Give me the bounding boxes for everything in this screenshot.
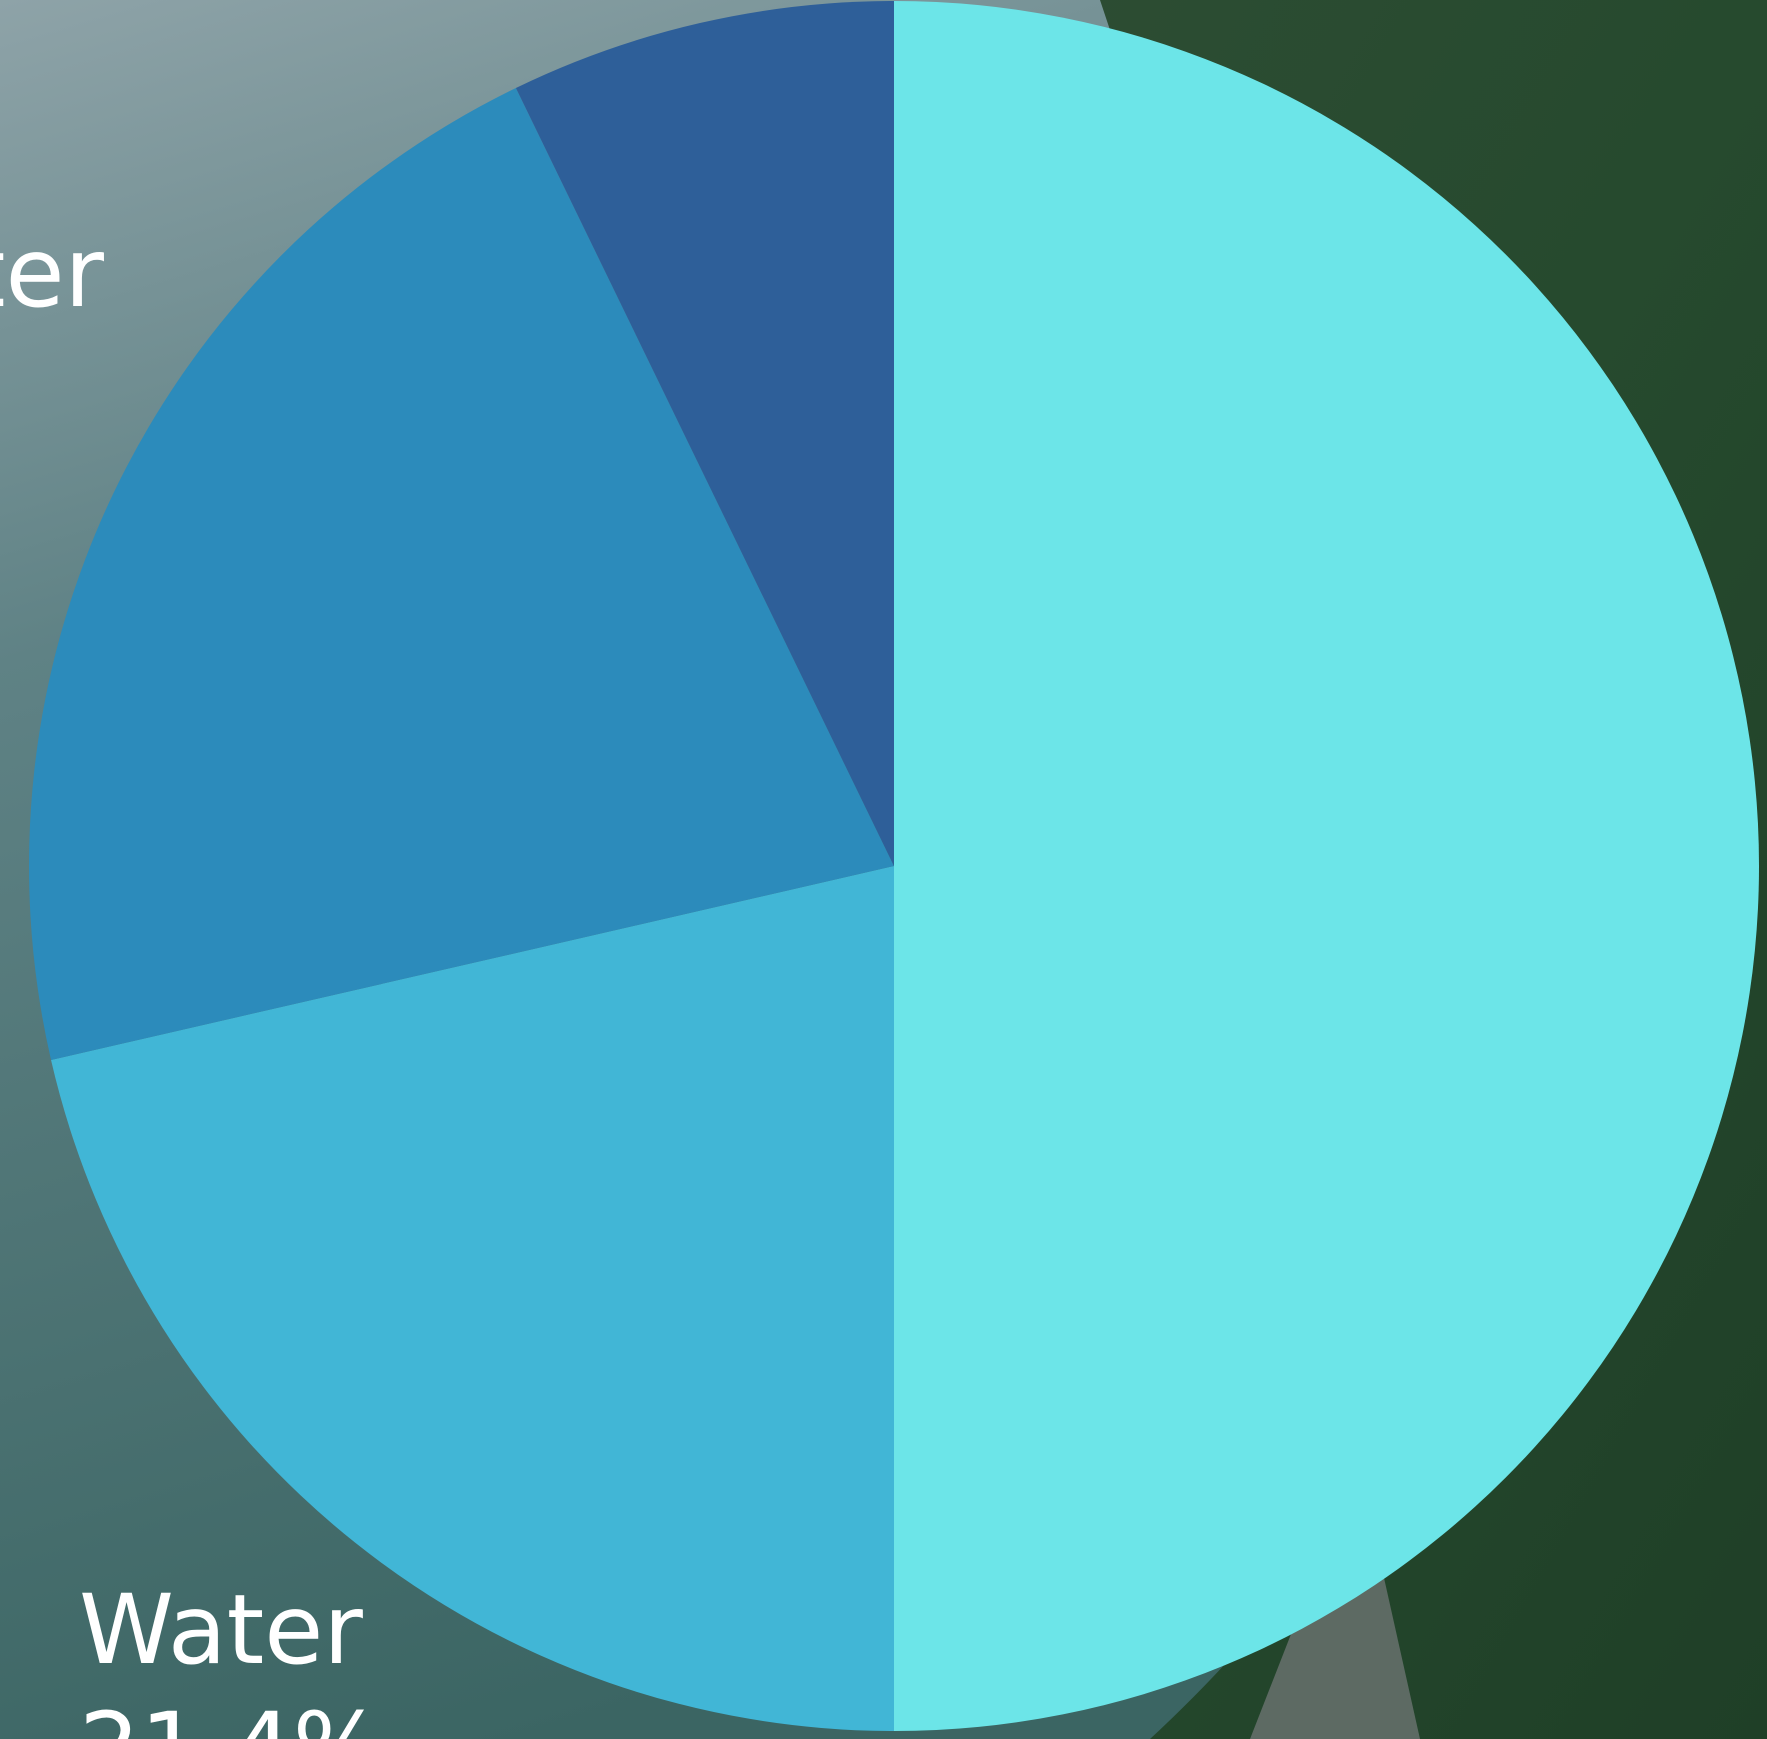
pie — [28, 1, 1759, 1731]
slice-label: ter — [0, 217, 105, 329]
pie-slice — [515, 1, 894, 866]
pie-slice — [51, 866, 895, 1731]
background-road — [1250, 1560, 1420, 1739]
slice-value-label: 21.4% — [79, 1692, 384, 1739]
pie-slice — [894, 1, 1759, 1731]
pie-slice — [28, 88, 894, 1060]
slice-label: Water — [79, 1574, 363, 1686]
labels: Water 21.4% ter — [0, 217, 384, 1739]
